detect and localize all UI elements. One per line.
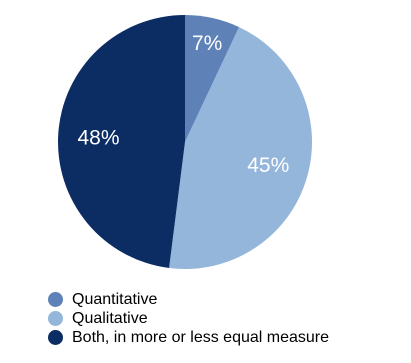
slice-value-label-both: 48%: [77, 126, 119, 149]
legend-label-quantitative: Quantitative: [72, 291, 158, 308]
legend-label-qualitative: Qualitative: [72, 310, 148, 327]
legend-marker-quantitative: [48, 292, 63, 307]
legend-item-both: Both, in more or less equal measure: [48, 328, 329, 347]
pie-slice-quantitative: [185, 15, 240, 142]
legend-item-qualitative: Qualitative: [48, 309, 329, 328]
legend-marker-qualitative: [48, 311, 63, 326]
legend-item-quantitative: Quantitative: [48, 290, 329, 309]
slice-value-label-quantitative: 7%: [192, 32, 222, 55]
slice-value-label-qualitative: 45%: [247, 154, 289, 177]
pie-slice-both: [57, 15, 185, 268]
chart-legend: Quantitative Qualitative Both, in more o…: [48, 290, 329, 347]
pie-slice-qualitative: [169, 27, 313, 270]
legend-marker-both: [48, 330, 63, 345]
pie-chart-svg: 7% 45% 48%: [57, 15, 313, 270]
legend-label-both: Both, in more or less equal measure: [72, 329, 330, 346]
